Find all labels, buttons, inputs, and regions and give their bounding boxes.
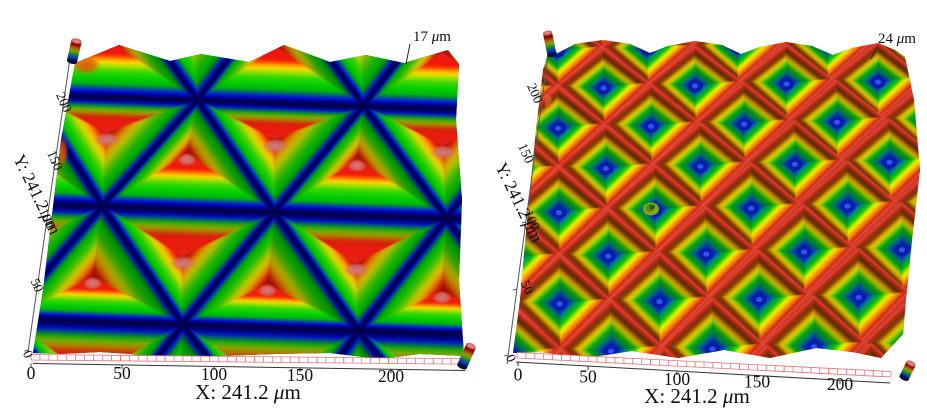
svg-text:150: 150 xyxy=(287,365,314,385)
svg-text:200: 200 xyxy=(378,366,405,386)
svg-text:50: 50 xyxy=(113,363,131,383)
svg-text:X: 241.2 μm: X: 241.2 μm xyxy=(644,384,750,408)
svg-text:24 μm: 24 μm xyxy=(878,31,916,47)
svg-text:100: 100 xyxy=(201,364,228,384)
svg-text:50: 50 xyxy=(518,278,537,297)
svg-text:150: 150 xyxy=(744,372,771,392)
svg-text:17 μm: 17 μm xyxy=(413,29,451,45)
svg-text:100: 100 xyxy=(664,369,691,389)
svg-text:X: 241.2 μm: X: 241.2 μm xyxy=(195,380,301,404)
svg-text:200: 200 xyxy=(827,374,854,394)
svg-text:0: 0 xyxy=(514,365,523,385)
svg-text:50: 50 xyxy=(28,276,47,295)
svg-text:50: 50 xyxy=(579,367,597,387)
svg-text:0: 0 xyxy=(27,363,36,383)
